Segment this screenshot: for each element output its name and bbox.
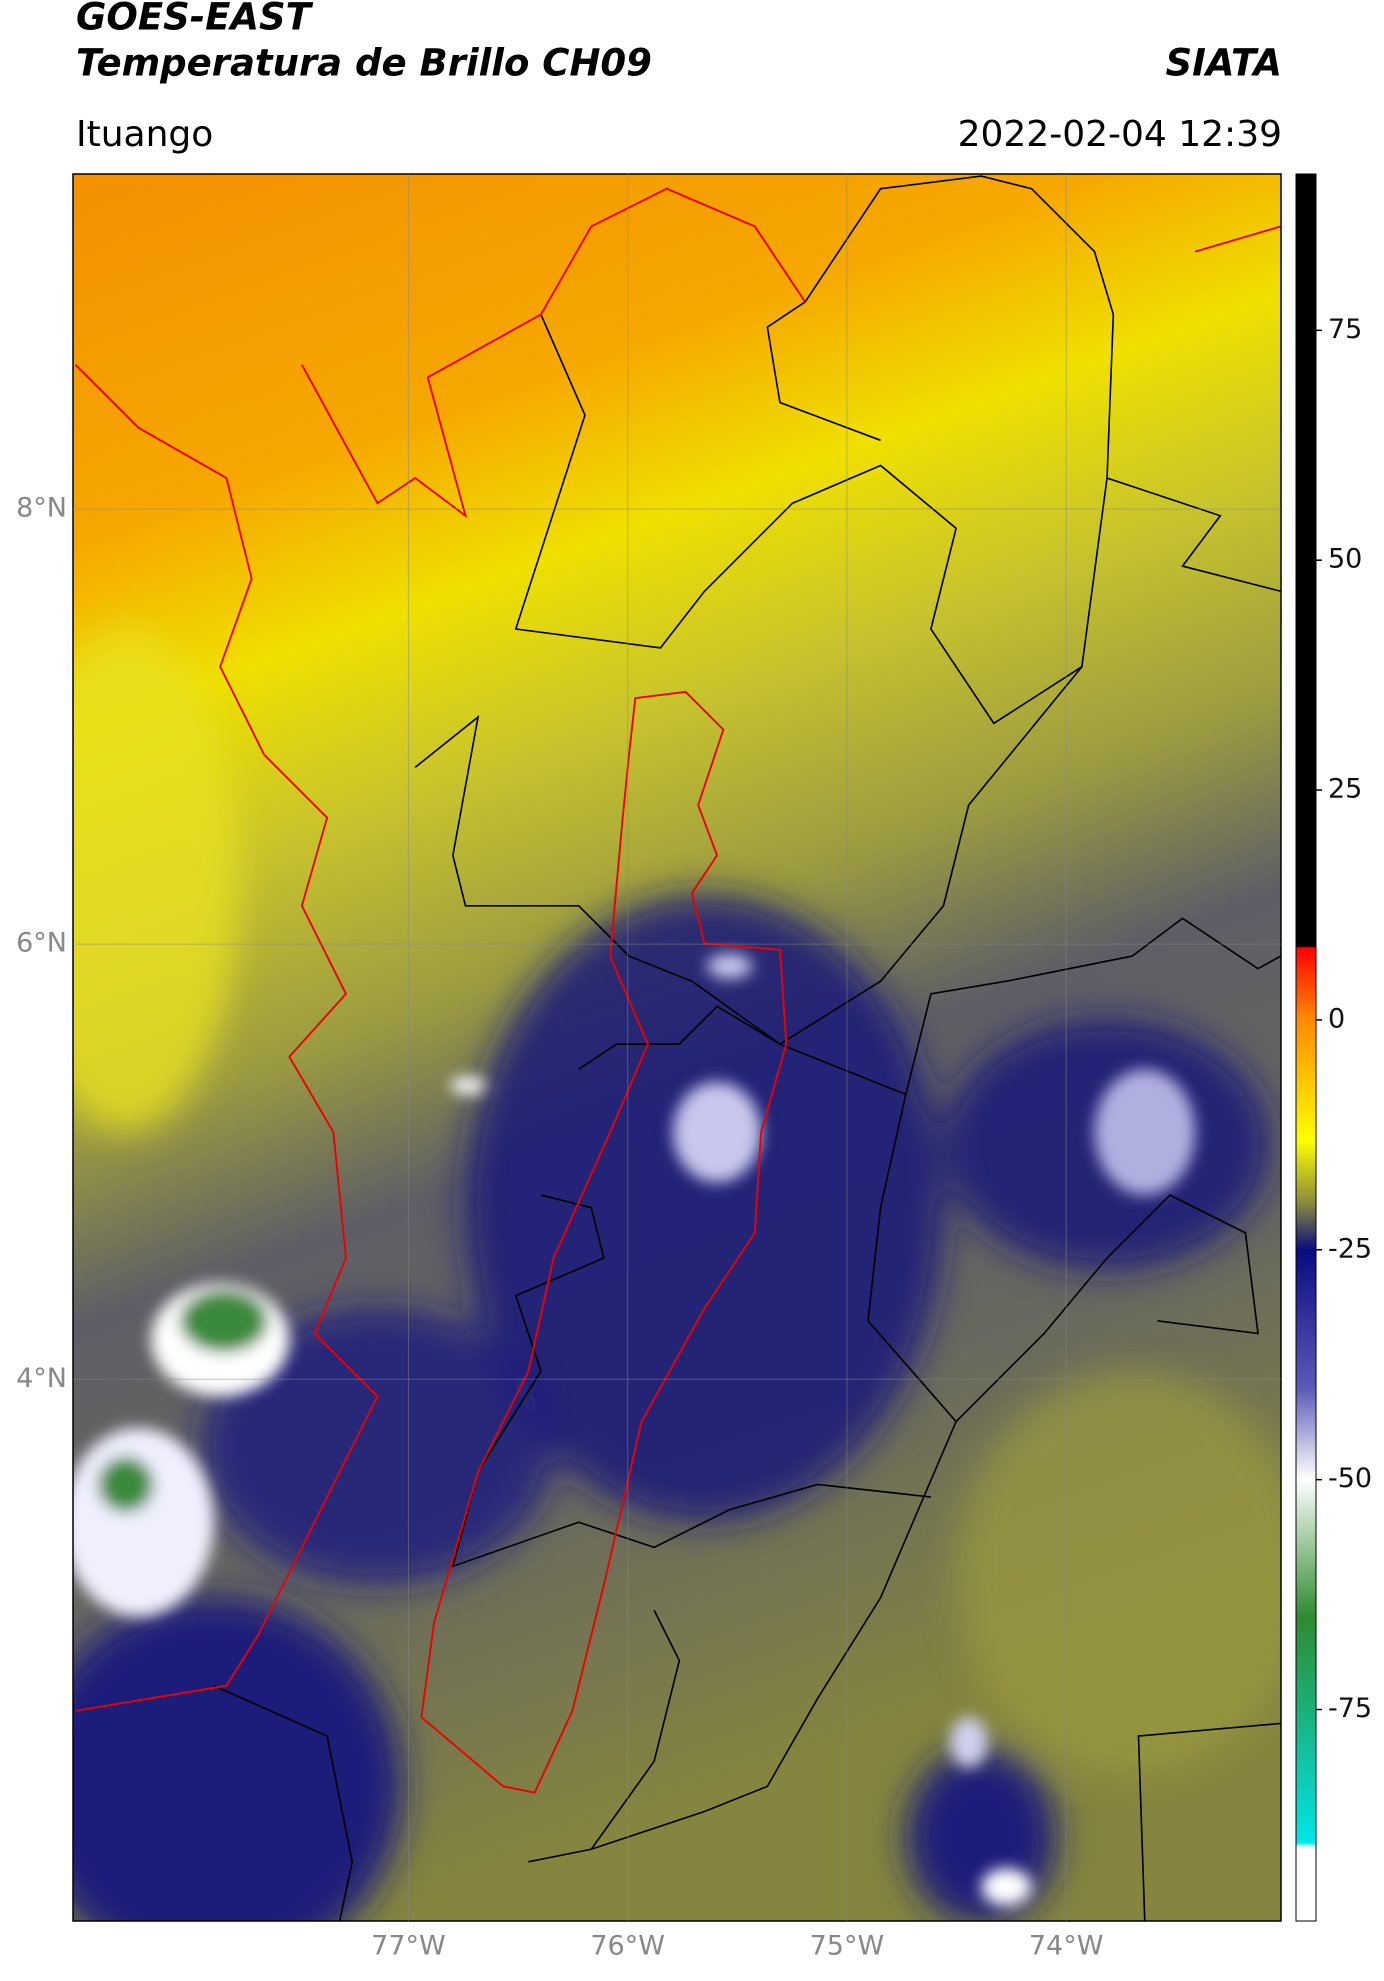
map-image bbox=[73, 174, 1281, 1921]
y-tick-label: 6°N bbox=[16, 928, 67, 959]
colorbar-tick-label: 0 bbox=[1328, 1003, 1345, 1034]
x-tick-label: 75°W bbox=[810, 1931, 885, 1962]
title: GOES-EAST bbox=[76, 0, 314, 39]
source: SIATA bbox=[1165, 42, 1282, 85]
x-tick-label: 74°W bbox=[1029, 1931, 1104, 1962]
map-frame bbox=[72, 173, 1282, 1922]
x-tick-label: 76°W bbox=[590, 1931, 665, 1962]
y-tick-label: 8°N bbox=[16, 493, 67, 524]
x-tick-label: 77°W bbox=[371, 1931, 446, 1962]
colorbar-tick-label: -50 bbox=[1328, 1463, 1372, 1494]
colorbar bbox=[1295, 173, 1317, 1922]
region: Ituango bbox=[76, 114, 213, 155]
colorbar-tick-label: 25 bbox=[1328, 774, 1362, 805]
y-tick-label: 4°N bbox=[16, 1363, 67, 1394]
colorbar-tick-label: 75 bbox=[1328, 314, 1362, 345]
subtitle: Temperatura de Brillo CH09 bbox=[76, 42, 652, 85]
colorbar-tick-label: -25 bbox=[1328, 1233, 1372, 1264]
colorbar-tick-label: -75 bbox=[1328, 1693, 1372, 1724]
datetime: 2022-02-04 12:39 bbox=[958, 114, 1282, 155]
colorbar-tick-label: 50 bbox=[1328, 544, 1362, 575]
